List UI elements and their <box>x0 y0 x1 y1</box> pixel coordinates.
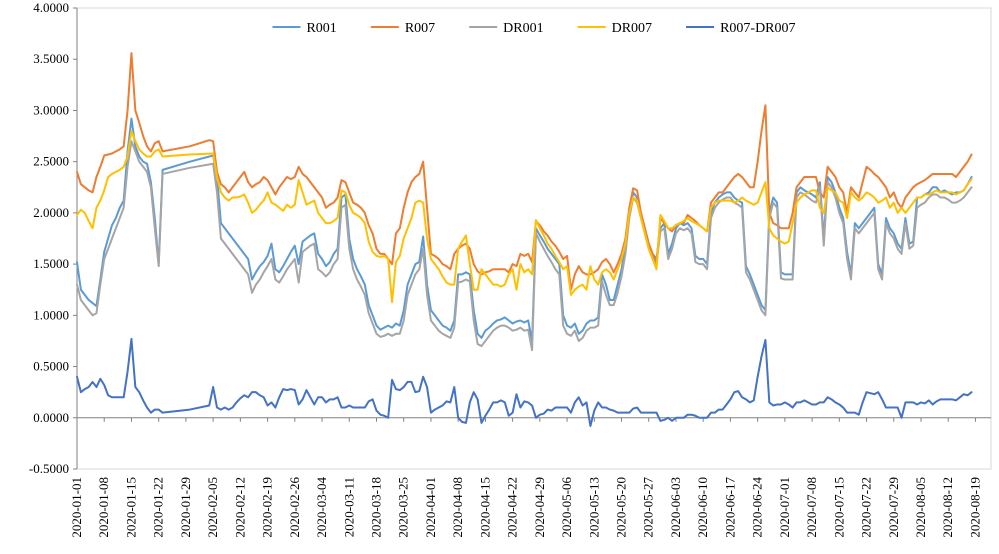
series-line-r007 <box>76 52 973 291</box>
x-tick-label: 2020-04-01 <box>423 477 438 538</box>
x-tick-label: 2020-06-10 <box>695 477 710 538</box>
x-tick-label: 2020-05-27 <box>641 477 656 538</box>
y-tick-label: 1.5000 <box>33 256 69 271</box>
legend: R001 R007 DR001 DR007 R007-DR007 <box>272 21 796 36</box>
legend-label: DR007 <box>612 21 652 36</box>
x-tick-label: 2020-05-20 <box>614 477 629 538</box>
x-tick-label: 2020-01-22 <box>151 477 166 538</box>
series-layer <box>76 52 973 427</box>
x-tick-label: 2020-03-04 <box>314 477 329 538</box>
x-tick-label: 2020-05-06 <box>559 477 574 538</box>
x-axis: 2020-01-01 2020-01-08 2020-01-15 2020-01-22… <box>69 417 991 538</box>
x-tick-label: 2020-08-12 <box>940 477 955 538</box>
x-tick-label: 2020-02-19 <box>260 477 275 538</box>
x-tick-label: 2020-07-08 <box>804 477 819 538</box>
y-tick-label: 0.5000 <box>33 359 69 374</box>
legend-label: R007-DR007 <box>720 21 795 36</box>
series-line-dr007 <box>76 129 973 304</box>
legend-label: R001 <box>306 21 336 36</box>
y-tick-label: 2.5000 <box>33 154 69 169</box>
x-tick-label: 2020-07-29 <box>886 477 901 538</box>
x-tick-label: 2020-07-01 <box>777 477 792 538</box>
x-tick-label: 2020-02-12 <box>232 477 247 538</box>
x-tick-label: 2020-08-05 <box>913 477 928 538</box>
legend-label: R007 <box>405 21 435 36</box>
series-line-dr001 <box>76 140 973 352</box>
x-tick-label: 2020-08-19 <box>967 477 982 538</box>
x-tick-label: 2020-01-29 <box>178 477 193 538</box>
x-tick-label: 2020-03-25 <box>396 477 411 538</box>
y-axis: -0.5000 0.0000 0.5000 1.0000 1.5000 2.0000 2.5… <box>29 0 78 476</box>
legend-label: DR001 <box>503 21 543 36</box>
x-tick-label: 2020-02-05 <box>205 477 220 538</box>
x-tick-label: 2020-04-08 <box>450 477 465 538</box>
x-tick-label: 2020-04-15 <box>477 477 492 538</box>
y-tick-label: 3.5000 <box>33 51 69 66</box>
x-tick-label: 2020-01-15 <box>123 477 138 538</box>
y-tick-label: -0.5000 <box>29 461 69 476</box>
y-tick-label: 2.0000 <box>33 205 69 220</box>
x-tick-label: 2020-01-01 <box>69 477 84 538</box>
y-tick-label: 4.0000 <box>33 0 69 15</box>
x-tick-label: 2020-03-11 <box>341 477 356 537</box>
x-tick-label: 2020-04-22 <box>505 477 520 538</box>
series-line-r007-dr007 <box>76 337 973 427</box>
y-tick-label: 3.0000 <box>33 102 69 117</box>
y-tick-label: 0.0000 <box>33 410 69 425</box>
x-tick-label: 2020-01-08 <box>96 477 111 538</box>
x-tick-label: 2020-07-22 <box>859 477 874 538</box>
x-tick-label: 2020-04-29 <box>532 477 547 538</box>
x-tick-label: 2020-06-24 <box>750 477 765 538</box>
series-line-r001 <box>76 117 973 342</box>
x-tick-label: 2020-06-17 <box>722 477 737 538</box>
x-tick-label: 2020-07-15 <box>831 477 846 538</box>
x-tick-label: 2020-06-03 <box>668 477 683 538</box>
x-tick-label: 2020-02-26 <box>287 477 302 538</box>
x-tick-label: 2020-05-13 <box>586 477 601 538</box>
x-tick-label: 2020-03-18 <box>368 477 383 538</box>
y-tick-label: 1.0000 <box>33 307 69 322</box>
